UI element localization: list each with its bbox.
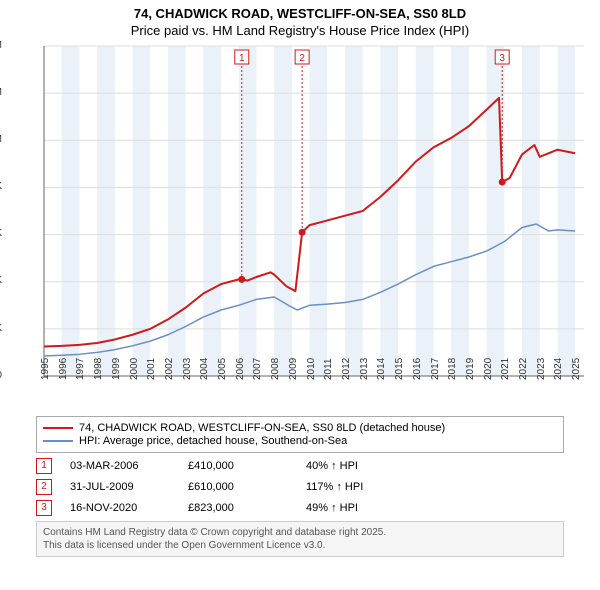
svg-text:2: 2	[299, 53, 305, 64]
chart-title: 74, CHADWICK ROAD, WESTCLIFF-ON-SEA, SS0…	[0, 0, 600, 42]
x-tick: 2012	[341, 358, 352, 380]
x-tick: 2019	[465, 358, 476, 380]
sale-marker: 2	[36, 479, 52, 495]
x-tick: 2001	[146, 358, 157, 380]
y-tick: £0	[0, 370, 2, 381]
sale-date: 31-JUL-2009	[70, 481, 170, 493]
y-tick: £1M	[0, 134, 2, 145]
y-tick: £200K	[0, 323, 2, 334]
x-tick: 2011	[323, 358, 334, 380]
x-tick: 2022	[518, 358, 529, 380]
sale-marker: 1	[36, 458, 52, 474]
sale-date: 16-NOV-2020	[70, 502, 170, 514]
x-tick: 2014	[376, 358, 387, 380]
sale-price: £610,000	[188, 481, 288, 493]
legend-item: 74, CHADWICK ROAD, WESTCLIFF-ON-SEA, SS0…	[43, 422, 557, 434]
x-tick: 2000	[129, 358, 140, 380]
legend-label: 74, CHADWICK ROAD, WESTCLIFF-ON-SEA, SS0…	[79, 422, 445, 434]
svg-text:1: 1	[239, 53, 245, 64]
y-tick: £1.2M	[0, 87, 2, 98]
x-tick: 1999	[111, 358, 122, 380]
x-tick: 2016	[412, 358, 423, 380]
x-tick: 1996	[58, 358, 69, 380]
x-tick: 2020	[483, 358, 494, 380]
sale-price: £410,000	[188, 460, 288, 472]
sales-table: 1 03-MAR-2006 £410,000 40% ↑ HPI 2 31-JUL-200…	[36, 458, 564, 516]
sale-delta: 49% ↑ HPI	[306, 502, 406, 514]
footer-licence: Contains HM Land Registry data © Crown c…	[36, 521, 564, 557]
legend-swatch	[43, 440, 73, 442]
sale-row: 1 03-MAR-2006 £410,000 40% ↑ HPI	[36, 458, 564, 474]
sale-price: £823,000	[188, 502, 288, 514]
legend: 74, CHADWICK ROAD, WESTCLIFF-ON-SEA, SS0…	[36, 416, 564, 453]
legend-label: HPI: Average price, detached house, Sout…	[79, 435, 347, 447]
x-tick: 1998	[93, 358, 104, 380]
y-tick: £800K	[0, 181, 2, 192]
sale-row: 2 31-JUL-2009 £610,000 117% ↑ HPI	[36, 479, 564, 495]
x-tick: 1997	[75, 358, 86, 380]
y-tick: £400K	[0, 275, 2, 286]
y-tick: £600K	[0, 228, 2, 239]
x-tick: 2015	[394, 358, 405, 380]
x-tick: 2002	[164, 358, 175, 380]
x-tick: 1995	[40, 358, 51, 380]
x-tick: 2007	[252, 358, 263, 380]
y-tick: £1.4M	[0, 40, 2, 51]
svg-text:3: 3	[499, 53, 505, 64]
legend-swatch	[43, 427, 73, 429]
x-tick: 2018	[447, 358, 458, 380]
x-tick: 2025	[571, 358, 582, 380]
x-tick: 2024	[553, 358, 564, 380]
sale-row: 3 16-NOV-2020 £823,000 49% ↑ HPI	[36, 500, 564, 516]
x-tick: 2013	[359, 358, 370, 380]
legend-item: HPI: Average price, detached house, Sout…	[43, 435, 557, 447]
x-tick: 2010	[306, 358, 317, 380]
x-tick: 2023	[536, 358, 547, 380]
x-tick: 2008	[270, 358, 281, 380]
x-tick: 2021	[500, 358, 511, 380]
x-tick: 2006	[235, 358, 246, 380]
sale-delta: 117% ↑ HPI	[306, 481, 406, 493]
x-tick: 2004	[199, 358, 210, 380]
sale-delta: 40% ↑ HPI	[306, 460, 406, 472]
sale-marker: 3	[36, 500, 52, 516]
x-tick: 2017	[430, 358, 441, 380]
chart: 123 £0£200K£400K£600K£800K£1M£1.2M£1.4M …	[36, 42, 596, 412]
x-tick: 2005	[217, 358, 228, 380]
x-tick: 2003	[182, 358, 193, 380]
x-tick: 2009	[288, 358, 299, 380]
sale-date: 03-MAR-2006	[70, 460, 170, 472]
